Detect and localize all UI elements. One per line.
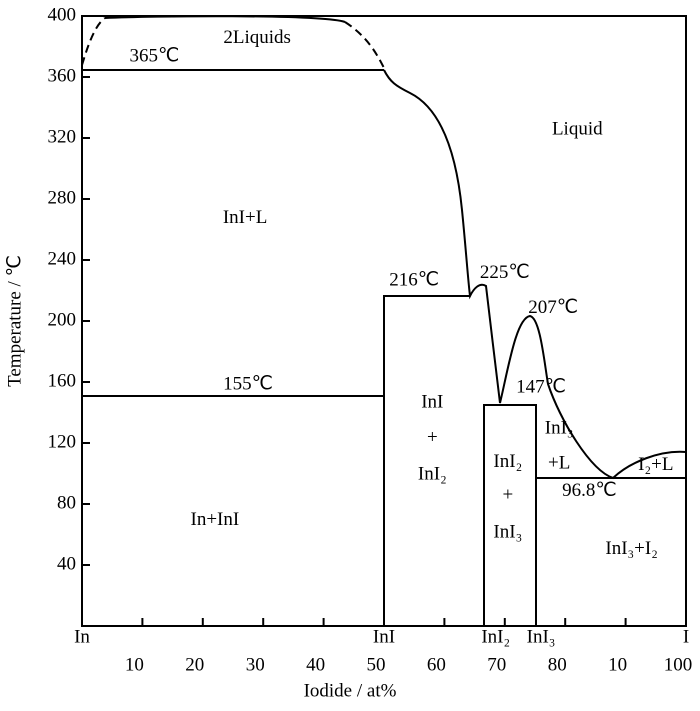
region-label: 96.8℃ bbox=[562, 480, 617, 501]
compound-label: In bbox=[74, 626, 90, 647]
compound-label: I bbox=[683, 626, 689, 647]
compound-label: InI bbox=[373, 626, 395, 647]
dome bbox=[104, 15, 346, 23]
region-label: InI+L bbox=[223, 207, 267, 228]
x-tick-label: 10 bbox=[608, 654, 627, 675]
region-label: InI₂ bbox=[418, 463, 447, 484]
y-tick-label: 200 bbox=[48, 309, 77, 330]
x-tick-label: 20 bbox=[185, 654, 204, 675]
y-tick-label: 320 bbox=[48, 126, 77, 147]
region-label: + bbox=[502, 485, 513, 506]
region-label: 147℃ bbox=[516, 376, 566, 397]
y-tick-label: 160 bbox=[48, 370, 77, 391]
x-tick-label: 30 bbox=[246, 654, 265, 675]
phase-lines bbox=[81, 15, 687, 626]
y-tick-label: 240 bbox=[48, 248, 77, 269]
y-axis-title: Temperature / ℃ bbox=[4, 255, 25, 387]
region-label: 216℃ bbox=[389, 270, 439, 291]
y-tick-label: 360 bbox=[48, 65, 77, 86]
x-tick-label: 70 bbox=[487, 654, 506, 675]
region-label: + bbox=[427, 427, 438, 448]
region-label: InI₂ bbox=[493, 451, 522, 472]
x-tick-label: 50 bbox=[367, 654, 386, 675]
y-tick-label: 400 bbox=[48, 4, 77, 25]
y-tick-label: 280 bbox=[48, 187, 77, 208]
region-label: 2Liquids bbox=[223, 27, 291, 48]
y-tick-label: 40 bbox=[57, 553, 76, 574]
region-label: 365℃ bbox=[130, 46, 180, 67]
dome-dashed bbox=[81, 17, 385, 69]
line-216 bbox=[383, 295, 470, 626]
region-label: InI₃+I₂ bbox=[605, 538, 657, 559]
ini2-box bbox=[483, 404, 537, 626]
region-label: I₂+L bbox=[638, 454, 673, 475]
region-label: InI₃ bbox=[493, 521, 522, 542]
x-tick-label: 100 bbox=[664, 654, 693, 675]
region-label: 225℃ bbox=[480, 262, 530, 283]
x-axis-title: Iodide / at% bbox=[304, 680, 397, 701]
region-label: Liquid bbox=[552, 119, 603, 140]
compound-label: InI₃ bbox=[527, 626, 556, 647]
region-label: 207℃ bbox=[528, 297, 578, 318]
liquidus bbox=[383, 69, 687, 480]
x-tick-label: 40 bbox=[306, 654, 325, 675]
region-label: +L bbox=[548, 453, 570, 474]
region-label: In+InI bbox=[191, 509, 240, 530]
x-tick-label: 10 bbox=[125, 654, 144, 675]
y-tick-label: 120 bbox=[48, 431, 77, 452]
y-tick-label: 80 bbox=[57, 492, 76, 513]
x-tick-label: 80 bbox=[548, 654, 567, 675]
region-label: InI₃ bbox=[545, 418, 574, 439]
region-label: 155℃ bbox=[223, 373, 273, 394]
compound-label: InI₂ bbox=[481, 626, 510, 647]
region-label: InI bbox=[421, 392, 443, 413]
x-tick-label: 60 bbox=[427, 654, 446, 675]
